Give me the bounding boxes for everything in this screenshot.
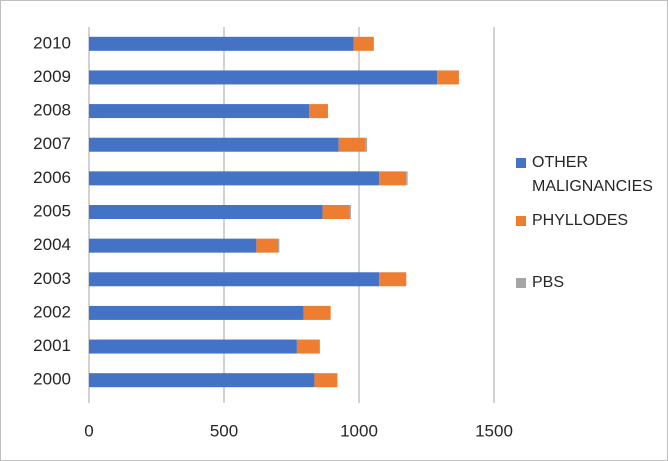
bar-segment: [89, 70, 438, 85]
bar-segment: [89, 104, 310, 119]
y-tick-label: 2008: [33, 101, 71, 120]
y-tick-label: 2009: [33, 67, 71, 86]
bar-segment: [89, 272, 380, 287]
bar-segment: [379, 272, 407, 287]
bar-segment: [437, 70, 459, 85]
y-tick-label: 2007: [33, 134, 71, 153]
legend-swatch: [516, 158, 526, 168]
bar-segment: [278, 238, 280, 253]
bar-segment: [89, 339, 297, 354]
bar-segment: [353, 36, 374, 51]
legend-label: OTHER MALIGNANCIES: [532, 154, 653, 195]
bar-segment: [379, 171, 407, 186]
x-tick-label: 500: [210, 421, 238, 440]
y-tick-label: 2003: [33, 269, 71, 288]
bar-segment: [89, 305, 304, 320]
legend-item: PBS: [516, 271, 667, 295]
legend-swatch: [516, 278, 526, 288]
bar-segment: [322, 205, 350, 219]
legend-item: PHYLLODES: [516, 209, 667, 233]
bar-segment: [89, 205, 323, 219]
legend-swatch: [516, 216, 526, 226]
bar-segment: [365, 137, 368, 152]
legend-label: PHYLLODES: [532, 212, 629, 229]
bar-segment: [349, 205, 351, 219]
legend-item: OTHER MALIGNANCIES: [516, 151, 667, 199]
bar-segment: [296, 339, 320, 354]
bar-segment: [89, 36, 354, 51]
y-tick-label: 2002: [33, 302, 71, 321]
bar-segment: [303, 305, 331, 320]
bar-segment: [89, 171, 380, 186]
bar-segment: [89, 373, 315, 388]
y-tick-label: 2005: [33, 201, 71, 220]
bar-segment: [309, 104, 328, 119]
bar-segment: [256, 238, 278, 253]
x-tick-label: 0: [84, 421, 93, 440]
y-tick-label: 2004: [33, 235, 71, 254]
bar-segment: [314, 373, 338, 388]
y-tick-label: 2000: [33, 370, 71, 389]
bar-segment: [89, 238, 257, 253]
bar-segment: [89, 137, 339, 152]
legend-label: PBS: [532, 274, 565, 291]
y-tick-label: 2010: [33, 33, 71, 52]
bar-segment: [338, 137, 366, 152]
bar-segment: [406, 171, 408, 186]
x-tick-label: 1500: [475, 421, 513, 440]
y-tick-label: 2001: [33, 336, 71, 355]
y-tick-label: 2006: [33, 168, 71, 187]
x-tick-label: 1000: [340, 421, 378, 440]
